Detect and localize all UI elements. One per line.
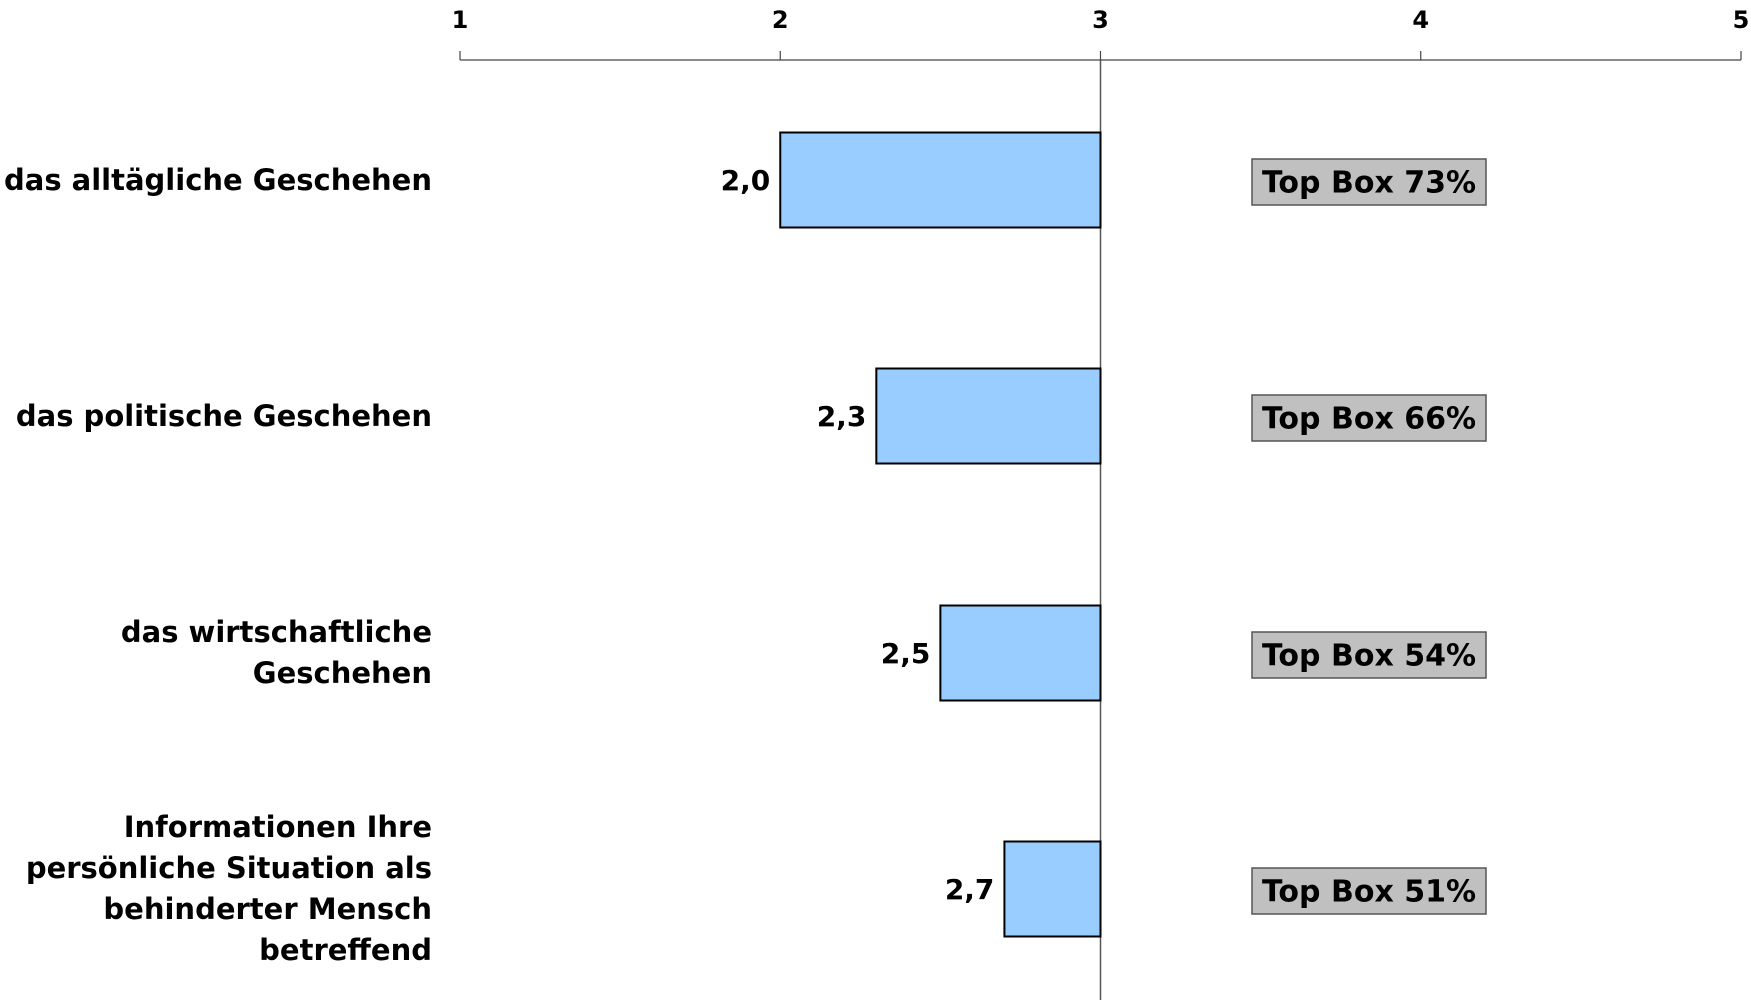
top-box-background — [1251, 867, 1487, 915]
x-tick-label: 4 — [1412, 6, 1429, 34]
top-box-background — [1251, 158, 1487, 206]
bar — [779, 131, 1102, 229]
category-label-line: Geschehen — [252, 656, 432, 690]
value-label: 2,7 — [945, 873, 995, 906]
category-label: das politische Geschehen — [2, 396, 432, 437]
bar — [939, 604, 1102, 702]
bar — [875, 367, 1102, 465]
category-label: das alltägliche Geschehen — [2, 160, 432, 201]
category-label-line: das alltägliche Geschehen — [3, 162, 432, 197]
top-box-label: Top Box 51% — [1262, 875, 1476, 910]
category-label-line: persönliche Situation als — [25, 851, 432, 885]
top-box-label: Top Box 73% — [1262, 166, 1476, 201]
category-label-line: das politische Geschehen — [15, 398, 432, 433]
x-tick-label: 3 — [1092, 6, 1109, 34]
bar — [1003, 840, 1102, 938]
value-label: 2,3 — [817, 400, 867, 433]
x-tick-label: 5 — [1733, 6, 1750, 34]
category-label: das wirtschaftliche Geschehen — [2, 612, 432, 694]
top-box-background — [1251, 631, 1487, 679]
x-tick-label: 1 — [452, 6, 469, 34]
top-box-label: Top Box 54% — [1262, 639, 1476, 674]
category-label-line: behinderter Mensch — [103, 892, 432, 926]
category-label-line: das wirtschaftliche — [120, 615, 432, 649]
value-label: 2,5 — [881, 637, 931, 670]
top-box-background — [1251, 394, 1487, 442]
category-label: Informationen Ihre persönliche Situation … — [2, 807, 432, 971]
category-label-line: Informationen Ihre — [123, 810, 432, 844]
value-label: 2,0 — [721, 164, 771, 197]
category-label-line: betreffend — [259, 933, 432, 967]
x-tick-label: 2 — [772, 6, 789, 34]
top-box-label: Top Box 66% — [1262, 402, 1476, 437]
